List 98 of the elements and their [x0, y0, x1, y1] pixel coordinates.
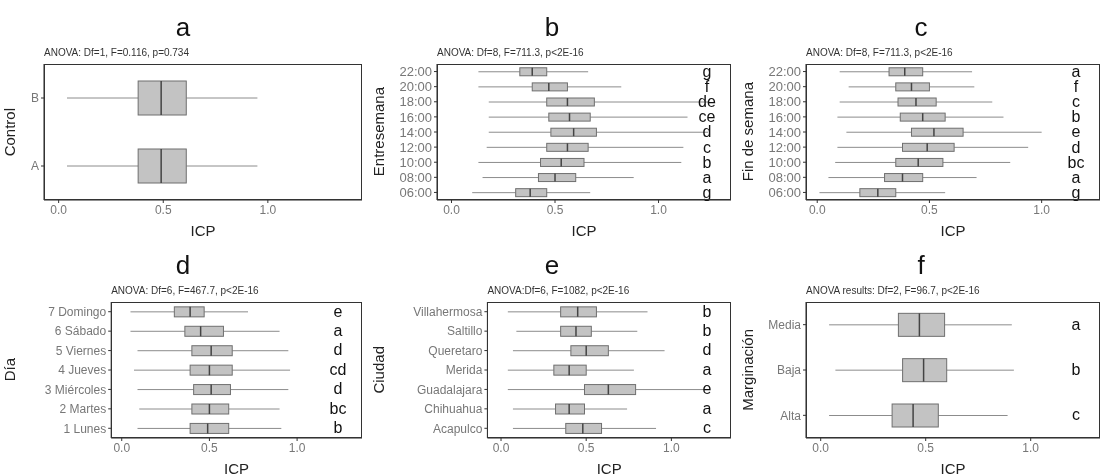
y-axis-title: Marginación — [739, 328, 757, 411]
chart-subtitle: ANOVA: Df=8, F=711.3, p<2E-16 — [805, 46, 954, 60]
y-tick-label: 18:00 — [399, 94, 432, 110]
annotation: b — [1070, 359, 1082, 380]
y-tick-label: 10:00 — [768, 154, 801, 170]
x-axis-title: ICP — [596, 459, 622, 475]
annotation: e — [332, 301, 344, 321]
annotation: a — [701, 359, 713, 380]
x-tick-label: 1.0 — [1033, 202, 1051, 217]
x-tick-label: 0.0 — [50, 202, 68, 217]
y-tick-label: 14:00 — [768, 124, 801, 140]
y-tick-label: 06:00 — [399, 185, 432, 201]
y-tick-label: 6 Sábado — [54, 323, 107, 338]
y-tick-label: Alta — [780, 408, 802, 423]
x-tick-label: 1.0 — [1022, 440, 1040, 455]
y-tick-label: Saltillo — [447, 323, 483, 338]
x-tick-label: 0.0 — [113, 440, 131, 455]
y-tick-label: 06:00 — [768, 185, 801, 201]
annotation: a — [701, 398, 713, 418]
y-axis-title: Ciudad — [370, 345, 388, 394]
y-axis-title: Control — [1, 107, 19, 157]
y-tick-label: 7 Domingo — [48, 304, 107, 319]
y-tick-label: Guadalajara — [417, 382, 483, 397]
y-tick-label: 22:00 — [768, 64, 801, 80]
annotation: d — [701, 340, 713, 360]
annotation: bc — [328, 398, 348, 418]
chart-title: a — [174, 11, 192, 44]
y-tick-label: Acapulco — [433, 421, 483, 436]
x-axis-title: ICP — [940, 222, 966, 239]
chart-title: c — [913, 11, 929, 44]
annotation: g — [701, 61, 713, 80]
annotation: b — [332, 418, 344, 438]
x-tick-label: 0.5 — [577, 440, 595, 455]
annotation: d — [332, 340, 344, 360]
y-tick-label: 16:00 — [399, 109, 432, 125]
x-tick-label: 0.0 — [443, 202, 461, 217]
y-tick-label: 12:00 — [768, 139, 801, 155]
y-tick-label: 14:00 — [399, 124, 432, 140]
x-tick-label: 0.5 — [546, 202, 564, 217]
chart-title: e — [543, 248, 561, 282]
y-tick-label: 20:00 — [399, 79, 432, 95]
y-tick-label: Chihuahua — [424, 401, 483, 416]
y-tick-label: 3 Miércoles — [44, 382, 107, 397]
y-tick-label: 22:00 — [399, 64, 432, 80]
y-tick-label: Merida — [445, 362, 483, 377]
annotation: e — [701, 379, 713, 399]
annotation: cd — [328, 359, 348, 380]
y-tick-label: Queretaro — [428, 343, 483, 358]
y-tick-label: Media — [768, 317, 802, 332]
y-axis-title: Entresemana — [370, 87, 388, 177]
y-tick-label: 4 Jueves — [58, 362, 107, 377]
x-tick-label: 1.0 — [259, 202, 277, 217]
y-tick-label: 10:00 — [399, 154, 432, 170]
x-axis-title: ICP — [190, 222, 216, 239]
annotation: b — [701, 321, 713, 341]
x-tick-label: 1.0 — [663, 440, 681, 455]
chart-subtitle: ANOVA:Df=6, F=1082, p<2E-16 — [486, 283, 631, 298]
annotation: a — [332, 321, 344, 341]
x-tick-label: 0.5 — [917, 440, 935, 455]
x-tick-label: 1.0 — [288, 440, 306, 455]
annotation: a — [1070, 61, 1082, 80]
chart-subtitle: ANOVA: Df=8, F=711.3, p<2E-16 — [436, 46, 585, 60]
y-tick-label: A — [30, 159, 39, 174]
y-tick-label: B — [30, 91, 39, 106]
y-tick-label: Villahermosa — [413, 304, 483, 319]
y-tick-label: 16:00 — [768, 109, 801, 125]
y-tick-label: 1 Lunes — [63, 421, 107, 436]
x-axis-title: ICP — [571, 222, 597, 239]
y-tick-label: 2 Martes — [59, 401, 107, 416]
x-tick-label: 0.5 — [201, 440, 219, 455]
y-axis-title: Día — [1, 357, 19, 382]
y-tick-label: 18:00 — [768, 94, 801, 110]
chart-subtitle: ANOVA: Df=6, F=467.7, p<2E-16 — [110, 283, 260, 298]
y-tick-label: 08:00 — [399, 169, 432, 185]
x-tick-label: 0.0 — [492, 440, 510, 455]
x-axis-title: ICP — [224, 459, 250, 475]
y-tick-label: 08:00 — [768, 169, 801, 185]
chart-title: b — [543, 11, 561, 44]
x-tick-label: 0.0 — [808, 202, 826, 217]
annotation: a — [1070, 314, 1082, 334]
chart-subtitle: ANOVA results: Df=2, F=96.7, p<2E-16 — [805, 283, 981, 298]
x-tick-label: 0.0 — [812, 440, 830, 455]
x-axis-title: ICP — [940, 459, 966, 475]
annotation: d — [332, 379, 344, 399]
chart-title: d — [174, 248, 192, 282]
x-tick-label: 0.5 — [921, 202, 939, 217]
x-tick-label: 1.0 — [650, 202, 668, 217]
annotation: b — [701, 301, 713, 321]
x-tick-label: 0.5 — [154, 202, 172, 217]
y-tick-label: 20:00 — [768, 79, 801, 95]
chart-title: f — [916, 248, 926, 282]
y-tick-label: 12:00 — [399, 139, 432, 155]
annotation: c — [702, 418, 712, 438]
chart-subtitle: ANOVA: Df=1, F=0.116, p=0.734 — [43, 46, 190, 60]
y-axis-title: Fin de semana — [739, 82, 757, 182]
y-tick-label: Baja — [776, 362, 802, 377]
annotation: c — [1071, 405, 1081, 425]
y-tick-label: 5 Viernes — [55, 343, 107, 358]
